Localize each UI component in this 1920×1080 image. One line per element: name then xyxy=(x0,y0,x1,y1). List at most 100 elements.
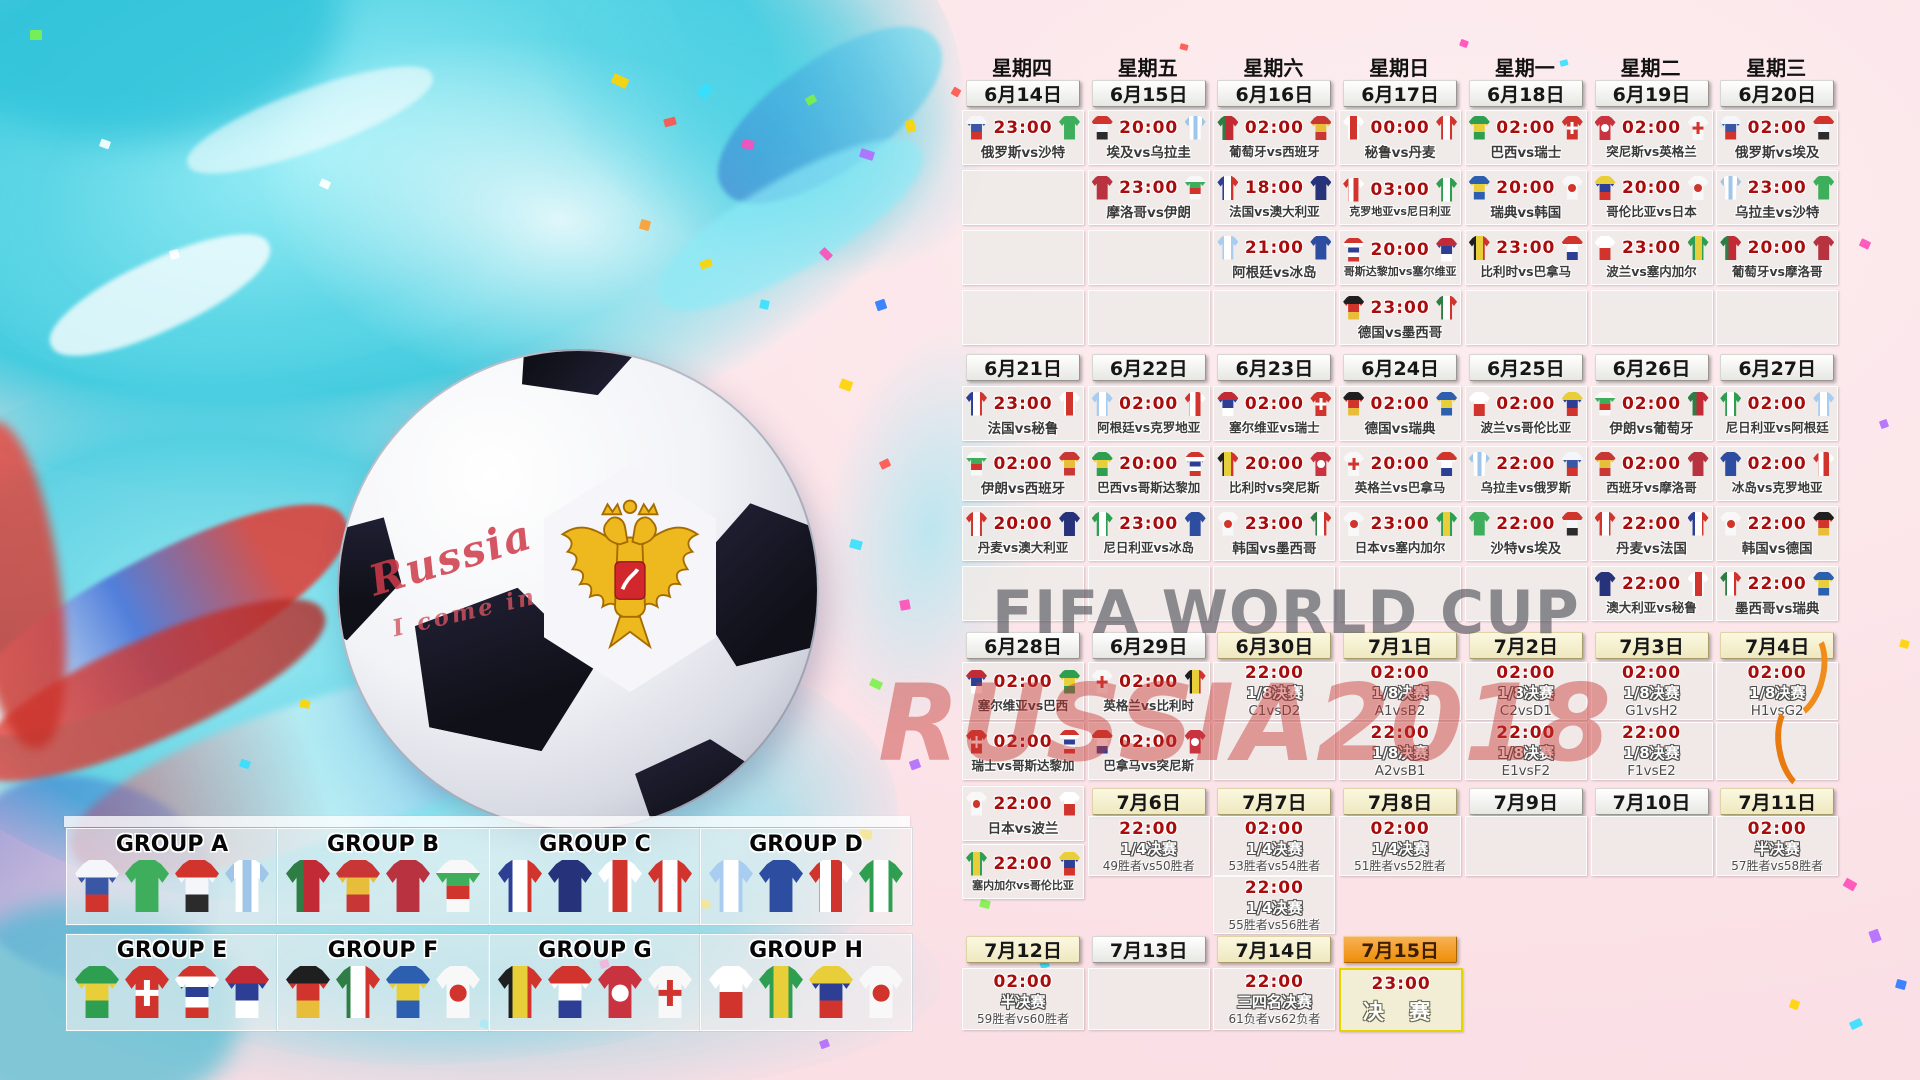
date-button[interactable]: 7月14日 xyxy=(1217,936,1332,963)
knockout-cell: 22:00 1/8决赛 E1vsF2 xyxy=(1464,722,1587,780)
date-button[interactable]: 6月23日 xyxy=(1217,354,1332,381)
match-row: 20:00 xyxy=(1340,237,1460,262)
weekday-label: 星期一 xyxy=(1494,56,1555,80)
date-button[interactable]: 6月16日 xyxy=(1217,80,1332,107)
match-stage: 1/4决赛 xyxy=(1371,839,1429,858)
team-jersey-icon xyxy=(1436,391,1458,416)
date-button[interactable]: 6月21日 xyxy=(966,354,1080,381)
match-time: 23:00 xyxy=(1370,297,1430,318)
team-jersey-icon xyxy=(1561,175,1583,200)
team-jersey-icon xyxy=(1310,392,1332,416)
match-cell: 22:00 韩国vs德国 xyxy=(1716,506,1839,561)
date-button[interactable]: 6月22日 xyxy=(1091,354,1206,381)
date-button[interactable]: 6月30日 xyxy=(1217,632,1332,659)
empty-cell xyxy=(962,230,1084,285)
match-time: 02:00 xyxy=(993,971,1053,992)
match-cell: 02:00 巴西vs瑞士 xyxy=(1464,110,1587,165)
date-button[interactable]: 6月27日 xyxy=(1720,354,1835,381)
match-row: 23:00 xyxy=(1214,511,1334,536)
match-stage: 1/4决赛 xyxy=(1246,839,1303,858)
date-button[interactable]: 7月9日 xyxy=(1468,788,1583,815)
match-time: 02:00 xyxy=(1747,117,1807,138)
team-jersey-icon xyxy=(1813,236,1835,260)
match-teams: 德国vs墨西哥 xyxy=(1357,324,1443,341)
date-button[interactable]: 6月18日 xyxy=(1468,80,1583,107)
match-time: 23:00 xyxy=(1371,974,1431,995)
date-button[interactable]: 7月4日 xyxy=(1720,632,1835,659)
team-jersey-icon xyxy=(1720,511,1742,536)
team-jersey-icon xyxy=(1468,175,1490,200)
date-button[interactable]: 7月12日 xyxy=(966,936,1080,963)
match-pair: 57胜者vs58胜者 xyxy=(1731,858,1824,873)
date-button[interactable]: 7月8日 xyxy=(1343,788,1458,815)
match-time: 02:00 xyxy=(1496,394,1556,414)
date-button[interactable]: 6月14日 xyxy=(966,80,1080,107)
date-button[interactable]: 6月19日 xyxy=(1594,80,1709,107)
date-button[interactable]: 6月29日 xyxy=(1091,632,1206,659)
weekday-label: 星期二 xyxy=(1620,56,1681,80)
date-button[interactable]: 6月24日 xyxy=(1343,354,1458,381)
match-stage: 1/8决赛 xyxy=(1497,683,1554,702)
match-time: 02:00 xyxy=(1244,818,1304,839)
empty-cell xyxy=(1464,290,1587,345)
match-cell: 20:00 比利时vs突尼斯 xyxy=(1213,446,1336,501)
team-jersey-icon xyxy=(1687,116,1709,140)
date-button[interactable]: 7月3日 xyxy=(1594,632,1709,659)
match-row: 22:00 xyxy=(1592,571,1712,596)
match-time: 02:00 xyxy=(1621,454,1682,474)
date-button[interactable]: 6月15日 xyxy=(1091,80,1206,107)
match-cell: 23:00 韩国vs墨西哥 xyxy=(1213,506,1336,561)
match-teams: 比利时vs突尼斯 xyxy=(1229,480,1320,495)
date-button[interactable]: 7月1日 xyxy=(1343,632,1458,659)
match-row: 23:00 xyxy=(1089,511,1209,536)
date-button[interactable]: 7月6日 xyxy=(1091,788,1206,815)
match-row: 02:00 xyxy=(1214,391,1334,416)
match-cell: 02:00 德国vs瑞典 xyxy=(1339,386,1462,441)
match-teams: 韩国vs墨西哥 xyxy=(1232,540,1317,557)
date-button[interactable]: 7月10日 xyxy=(1594,788,1709,815)
match-teams: 塞内加尔vs哥伦比亚 xyxy=(972,878,1074,892)
team-jersey-icon xyxy=(1091,669,1113,694)
team-jersey-icon xyxy=(966,669,987,694)
team-jersey-icon xyxy=(1687,236,1709,260)
date-button[interactable]: 6月28日 xyxy=(966,632,1080,659)
match-time: 20:00 xyxy=(1747,238,1807,258)
match-time: 22:00 xyxy=(1621,722,1682,743)
match-time: 18:00 xyxy=(1244,178,1304,198)
match-pair: 61负者vs62负者 xyxy=(1228,1011,1321,1026)
date-button[interactable]: 6月26日 xyxy=(1594,354,1709,381)
date-button[interactable]: 6月20日 xyxy=(1720,80,1835,107)
match-row: 22:00 xyxy=(963,851,1083,876)
empty-cell xyxy=(1716,290,1839,345)
team-jersey-icon xyxy=(1594,236,1616,260)
match-pair: A1vsB2 xyxy=(1374,702,1426,719)
team-jersey-icon xyxy=(1561,452,1583,476)
date-button[interactable]: 7月11日 xyxy=(1720,788,1835,815)
date-button[interactable]: 6月25日 xyxy=(1468,354,1583,381)
team-jersey-icon xyxy=(1813,175,1835,200)
date-button[interactable]: 7月15日 xyxy=(1343,936,1458,963)
team-jersey-icon xyxy=(1594,452,1616,476)
jersey-dot-mark xyxy=(1316,460,1325,469)
match-teams: 英格兰vs比利时 xyxy=(1103,697,1194,713)
match-row: 20:00 xyxy=(963,511,1083,536)
date-button[interactable]: 7月7日 xyxy=(1217,788,1332,815)
match-teams: 阿根廷vs冰岛 xyxy=(1232,264,1317,281)
team-jersey-icon xyxy=(1561,511,1583,536)
date-button[interactable]: 6月17日 xyxy=(1343,80,1458,107)
weekday-label: 星期三 xyxy=(1746,56,1807,80)
match-time: 23:00 xyxy=(993,393,1053,414)
empty-cell xyxy=(1213,566,1336,621)
weekday-label: 星期六 xyxy=(1243,56,1304,80)
date-button[interactable]: 7月13日 xyxy=(1091,936,1206,963)
match-time: 02:00 xyxy=(1621,393,1682,414)
match-time: 23:00 xyxy=(1119,514,1179,534)
team-jersey-icon xyxy=(1091,115,1113,140)
date-button[interactable]: 7月2日 xyxy=(1468,632,1583,659)
team-jersey-icon xyxy=(1720,115,1742,140)
match-row: 23:00 xyxy=(1340,295,1460,320)
match-time: 20:00 xyxy=(1119,117,1179,138)
team-jersey-icon xyxy=(1343,115,1365,140)
weekday-label: 星期五 xyxy=(1117,56,1178,80)
